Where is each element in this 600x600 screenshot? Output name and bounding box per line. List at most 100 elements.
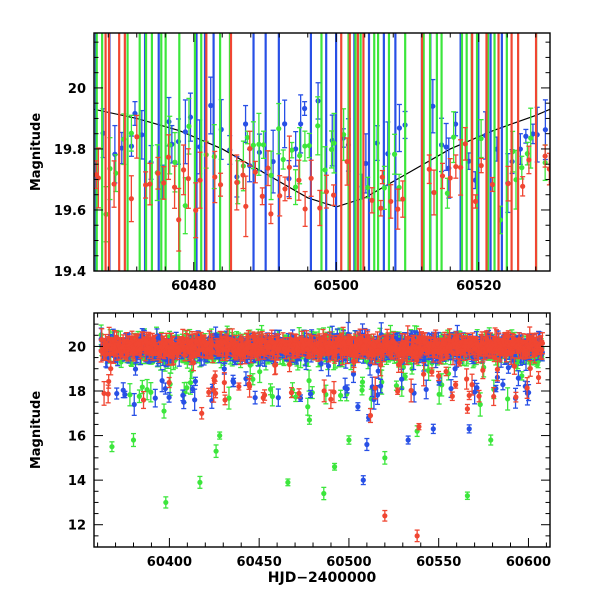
top-point bbox=[289, 147, 295, 153]
top-x-tick-label: 60520 bbox=[456, 279, 501, 294]
top-point bbox=[277, 193, 283, 199]
top-point bbox=[302, 206, 308, 212]
top-point bbox=[186, 123, 192, 129]
top-point bbox=[247, 146, 253, 152]
top-point bbox=[478, 135, 484, 142]
top-point bbox=[431, 189, 437, 196]
top-point bbox=[523, 133, 529, 139]
bottom-point bbox=[127, 392, 133, 398]
bottom-point bbox=[148, 389, 154, 395]
bottom-point bbox=[221, 366, 227, 372]
top-point bbox=[193, 207, 199, 213]
bottom-point bbox=[505, 396, 511, 402]
top-point bbox=[172, 159, 178, 165]
top-point bbox=[388, 198, 394, 205]
top-point bbox=[302, 143, 308, 149]
bottom-point bbox=[515, 358, 521, 364]
top-point bbox=[298, 121, 304, 127]
bottom-point bbox=[275, 395, 281, 401]
top-point bbox=[363, 160, 369, 167]
top-point bbox=[426, 166, 432, 172]
bottom-point bbox=[192, 378, 199, 384]
bottom-point bbox=[243, 376, 249, 382]
top-x-tick-label: 60500 bbox=[314, 279, 359, 294]
top-point bbox=[530, 131, 536, 137]
bottom-point bbox=[159, 378, 165, 384]
top-point bbox=[478, 162, 484, 169]
top-point bbox=[528, 135, 534, 141]
bottom-point bbox=[477, 401, 483, 408]
top-point bbox=[462, 141, 468, 147]
top-point bbox=[439, 173, 446, 179]
top-point bbox=[381, 185, 387, 191]
top-point bbox=[379, 174, 385, 180]
top-point bbox=[147, 181, 153, 187]
bottom-point bbox=[257, 369, 263, 375]
bottom-point bbox=[139, 384, 145, 390]
bottom-point bbox=[122, 391, 128, 398]
top-y-tick-label: 19.6 bbox=[54, 204, 86, 219]
top-point bbox=[315, 123, 321, 129]
top-point bbox=[161, 180, 167, 186]
top-point bbox=[323, 189, 330, 195]
bottom-point bbox=[114, 390, 120, 397]
top-point bbox=[268, 211, 274, 217]
top-plot-area bbox=[94, 33, 550, 271]
top-plot-frame bbox=[93, 32, 551, 272]
top-point bbox=[134, 134, 140, 140]
top-y-tick-label: 19.8 bbox=[54, 143, 86, 158]
top-point bbox=[182, 129, 188, 135]
bottom-point bbox=[359, 379, 366, 385]
bottom-point bbox=[166, 394, 172, 400]
top-point bbox=[457, 164, 464, 171]
top-point bbox=[208, 102, 214, 109]
top-x-tick-label: 60480 bbox=[171, 279, 216, 294]
top-point bbox=[119, 145, 125, 151]
bottom-point bbox=[306, 378, 312, 384]
bottom-point bbox=[250, 376, 256, 382]
top-point bbox=[286, 164, 292, 170]
top-point bbox=[443, 144, 449, 150]
top-point bbox=[365, 184, 371, 191]
top-point bbox=[212, 174, 218, 180]
top-point bbox=[180, 167, 187, 173]
top-point bbox=[282, 121, 288, 127]
top-point bbox=[265, 165, 271, 171]
top-point bbox=[453, 163, 459, 170]
top-point bbox=[302, 105, 308, 112]
top-point bbox=[280, 156, 286, 163]
top-point bbox=[328, 146, 335, 153]
bottom-point bbox=[226, 395, 232, 401]
top-y-axis-label: Magnitude bbox=[29, 113, 44, 192]
top-point bbox=[526, 157, 532, 163]
top-point bbox=[250, 142, 256, 148]
top-y-tick-label: 19.4 bbox=[54, 265, 86, 280]
top-point bbox=[260, 142, 267, 148]
top-point bbox=[143, 182, 149, 188]
top-point bbox=[472, 198, 479, 205]
bottom-point bbox=[230, 379, 237, 386]
top-point bbox=[276, 126, 282, 132]
bottom-point bbox=[187, 380, 194, 386]
top-point bbox=[270, 158, 276, 165]
top-point bbox=[369, 197, 375, 203]
top-point bbox=[396, 125, 403, 131]
top-point bbox=[395, 206, 401, 212]
top-point bbox=[182, 203, 188, 209]
bottom-point bbox=[350, 371, 357, 377]
top-point bbox=[128, 196, 134, 202]
top-point bbox=[256, 141, 262, 147]
bottom-plot-area bbox=[98, 321, 546, 543]
bottom-point bbox=[393, 383, 400, 389]
top-point bbox=[330, 192, 337, 198]
top-point bbox=[391, 151, 398, 157]
bottom-point bbox=[344, 386, 350, 392]
top-point bbox=[344, 158, 350, 165]
bottom-point bbox=[252, 395, 258, 401]
bottom-point bbox=[400, 364, 406, 370]
top-point bbox=[451, 134, 457, 140]
top-point bbox=[520, 183, 526, 189]
bottom-point bbox=[136, 393, 142, 399]
